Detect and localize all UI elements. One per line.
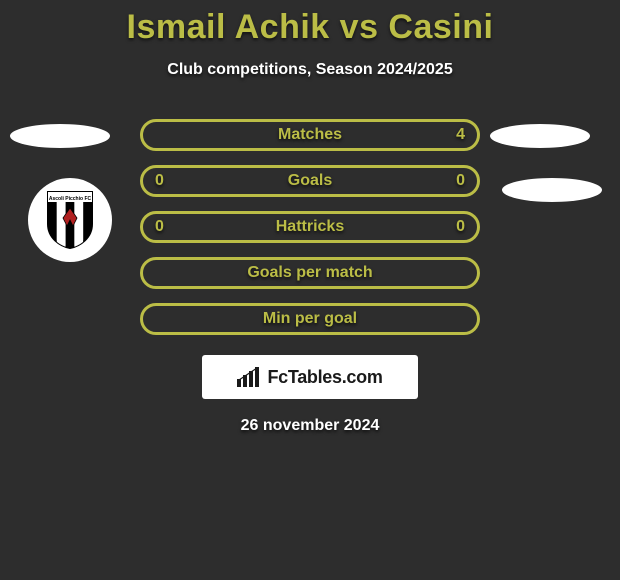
stat-row: 0 Hattricks 0 (140, 211, 480, 243)
stat-label: Goals per match (247, 264, 372, 282)
stat-row: 0 Goals 0 (140, 165, 480, 197)
stat-left-value: 0 (155, 172, 164, 190)
stat-left-value: 0 (155, 218, 164, 236)
page-title: Ismail Achik vs Casini (0, 0, 620, 47)
svg-text:Ascoli Picchio FC: Ascoli Picchio FC (49, 196, 92, 202)
stat-label: Matches (278, 126, 342, 144)
club-right-pill (502, 178, 602, 202)
stat-right-value: 0 (456, 218, 465, 236)
stat-row: Goals per match (140, 257, 480, 289)
player-right-pill (490, 124, 590, 148)
bar-chart-icon (237, 367, 261, 387)
subtitle: Club competitions, Season 2024/2025 (0, 61, 620, 79)
club-left-crest: Ascoli Picchio FC (28, 178, 112, 262)
shield-icon: Ascoli Picchio FC (46, 190, 94, 250)
stat-right-value: 0 (456, 172, 465, 190)
brand-badge: FcTables.com (202, 355, 418, 399)
stat-right-value: 4 (456, 126, 465, 144)
infographic-root: Ismail Achik vs Casini Club competitions… (0, 0, 620, 580)
stat-row: Matches 4 (140, 119, 480, 151)
stat-row: Min per goal (140, 303, 480, 335)
stat-label: Hattricks (276, 218, 344, 236)
stat-label: Goals (288, 172, 332, 190)
date-text: 26 november 2024 (0, 417, 620, 435)
player-left-pill (10, 124, 110, 148)
brand-text: FcTables.com (267, 367, 382, 388)
stat-label: Min per goal (263, 310, 357, 328)
